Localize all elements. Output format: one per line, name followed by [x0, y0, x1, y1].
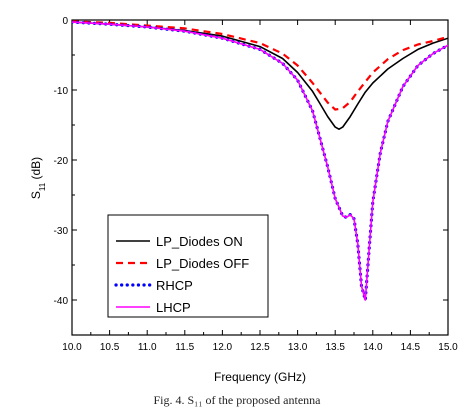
- x-tick-label: 13.5: [325, 342, 345, 353]
- y-axis-label-main: S: [29, 191, 43, 199]
- figure-caption: Fig. 4. S₁₁ of the proposed antenna: [153, 393, 321, 407]
- legend-label: LHCP: [156, 300, 191, 315]
- y-tick-label: -20: [54, 156, 69, 167]
- legend-label: LP_Diodes ON: [156, 234, 243, 249]
- x-tick-label: 11.0: [138, 342, 157, 353]
- x-axis-label: Frequency (GHz): [214, 370, 306, 384]
- y-axis-label: S11 (dB): [29, 157, 47, 199]
- x-tick-label: 14.5: [401, 342, 421, 353]
- series-layer: [72, 20, 448, 302]
- y-axis-label-suffix: (dB): [29, 157, 43, 183]
- x-tick-label: 12.0: [213, 342, 233, 353]
- series-line-lhcp: [72, 21, 448, 301]
- y-axis-ticks: 0 -10 -20 -30 -40: [54, 16, 448, 336]
- x-tick-label: 13.0: [288, 342, 308, 353]
- x-tick-label: 12.5: [250, 342, 270, 353]
- x-tick-label: 14.0: [363, 342, 383, 353]
- s11-chart: 10.0 10.5 11.0 11.5 12.0 12.5 13.0 13.5 14.0 14.5…: [29, 16, 458, 384]
- legend-label: LP_Diodes OFF: [156, 256, 249, 271]
- x-tick-label: 15.0: [438, 342, 458, 353]
- y-tick-label: -30: [54, 226, 69, 237]
- x-tick-label: 10.5: [100, 342, 120, 353]
- x-tick-label: 10.0: [62, 342, 82, 353]
- x-axis-ticks: 10.0 10.5 11.0 11.5 12.0 12.5 13.0 13.5 14.0 14.5…: [62, 20, 458, 353]
- series-line-lp-diodes-on: [72, 21, 448, 130]
- x-tick-label: 11.5: [175, 342, 194, 353]
- legend: LP_Diodes ON LP_Diodes OFF RHCP LHCP: [107, 214, 269, 318]
- legend-label: RHCP: [156, 278, 193, 293]
- y-axis-label-sub: 11: [38, 182, 47, 191]
- legend-box: [107, 214, 269, 318]
- y-tick-label: 0: [62, 16, 68, 27]
- y-tick-label: -40: [54, 296, 69, 307]
- y-tick-label: -10: [54, 86, 69, 97]
